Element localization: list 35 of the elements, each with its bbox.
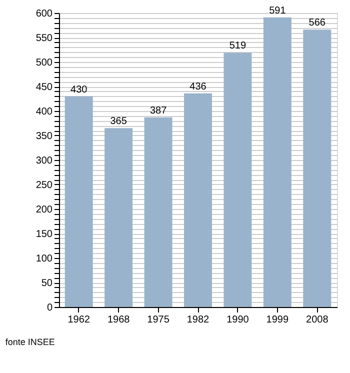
bar: [303, 30, 332, 307]
x-tick-label: 1975: [147, 314, 170, 326]
x-tick-label: 1990: [226, 314, 250, 326]
y-tick-label: 600: [36, 8, 53, 20]
data-label: 387: [150, 105, 168, 116]
source-note: fonte INSEE: [5, 337, 55, 347]
data-label: 591: [269, 5, 286, 16]
bar: [144, 117, 172, 307]
y-tick-label: 450: [36, 82, 53, 93]
bar: [224, 52, 252, 307]
x-tick-label: 1982: [186, 314, 210, 326]
x-tick-label: 1968: [107, 314, 130, 326]
y-tick-label: 50: [41, 278, 53, 289]
y-tick-label: 200: [36, 204, 53, 216]
data-label: 365: [110, 116, 128, 128]
y-tick-label: 150: [36, 229, 53, 240]
data-label: 436: [190, 81, 207, 92]
bar: [64, 96, 93, 307]
y-tick-label: 350: [36, 131, 53, 142]
x-tick-label: 1962: [68, 314, 90, 326]
x-tick-label: 1999: [266, 314, 289, 326]
y-tick-label: 0: [46, 302, 53, 314]
data-label: 566: [308, 18, 326, 29]
y-tick-label: 500: [36, 58, 53, 68]
y-tick-label: 400: [36, 106, 53, 118]
y-tick-label: 550: [36, 33, 53, 44]
data-label: 519: [229, 40, 246, 52]
x-tick-label: 2008: [306, 314, 329, 326]
bar: [184, 93, 212, 307]
y-tick-label: 300: [36, 156, 53, 166]
data-label: 430: [70, 84, 88, 96]
bar: [263, 17, 292, 307]
y-tick-label: 250: [36, 180, 53, 191]
y-tick-label: 100: [36, 254, 53, 264]
bar: [104, 128, 133, 307]
